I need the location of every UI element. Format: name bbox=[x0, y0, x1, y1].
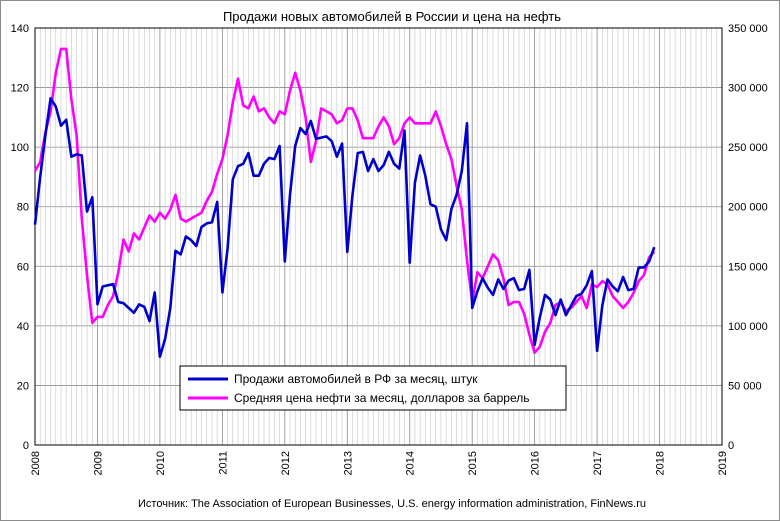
x-tick-label: 2019 bbox=[717, 451, 729, 475]
x-tick-label: 2016 bbox=[530, 451, 542, 475]
x-tick-label: 2011 bbox=[217, 451, 229, 475]
y-left-tick-label: 20 bbox=[17, 380, 29, 392]
x-tick-label: 2015 bbox=[467, 451, 479, 475]
axis-ticks: 0 20 40 60 80 100 120 140 0 50 000 100 000 150 000 2… bbox=[11, 23, 768, 475]
y-right-tick-label: 350 000 bbox=[728, 23, 768, 35]
series-lines bbox=[33, 47, 656, 359]
car-sales-line bbox=[33, 97, 656, 359]
y-left-tick-label: 100 bbox=[11, 142, 29, 154]
x-tick-label: 2010 bbox=[155, 451, 167, 475]
y-right-tick-label: 50 000 bbox=[728, 380, 762, 392]
x-tick-label: 2009 bbox=[92, 451, 104, 475]
legend-label: Продажи автомобилей в РФ за месяц, штук bbox=[234, 372, 478, 386]
legend-label: Средняя цена нефти за месяц, долларов за… bbox=[234, 391, 529, 405]
y-left-tick-label: 60 bbox=[17, 261, 29, 273]
y-left-tick-label: 80 bbox=[17, 202, 29, 214]
x-tick-label: 2012 bbox=[280, 451, 292, 475]
legend: Продажи автомобилей в РФ за месяц, штук С… bbox=[179, 365, 567, 411]
y-right-tick-label: 200 000 bbox=[728, 202, 768, 214]
y-right-tick-label: 100 000 bbox=[728, 321, 768, 333]
x-tick-label: 2013 bbox=[342, 451, 354, 475]
source-note: Источник: The Association of European Bu… bbox=[138, 498, 646, 510]
y-right-tick-label: 250 000 bbox=[728, 142, 768, 154]
y-left-tick-label: 40 bbox=[17, 321, 29, 333]
y-left-tick-label: 120 bbox=[11, 83, 29, 95]
x-tick-label: 2017 bbox=[592, 451, 604, 475]
y-left-tick-label: 0 bbox=[23, 440, 29, 452]
legend-box bbox=[179, 365, 567, 411]
x-tick-label: 2014 bbox=[405, 451, 417, 475]
y-right-tick-label: 0 bbox=[728, 440, 734, 452]
x-tick-label: 2008 bbox=[30, 451, 42, 475]
y-left-tick-label: 140 bbox=[11, 23, 29, 35]
y-right-tick-label: 150 000 bbox=[728, 261, 768, 273]
plot-area bbox=[34, 27, 723, 446]
y-right-tick-label: 300 000 bbox=[728, 83, 768, 95]
oil-price-line bbox=[33, 47, 656, 355]
x-tick-label: 2018 bbox=[655, 451, 667, 475]
chart-title: Продажи новых автомобилей в России и цен… bbox=[223, 9, 561, 24]
